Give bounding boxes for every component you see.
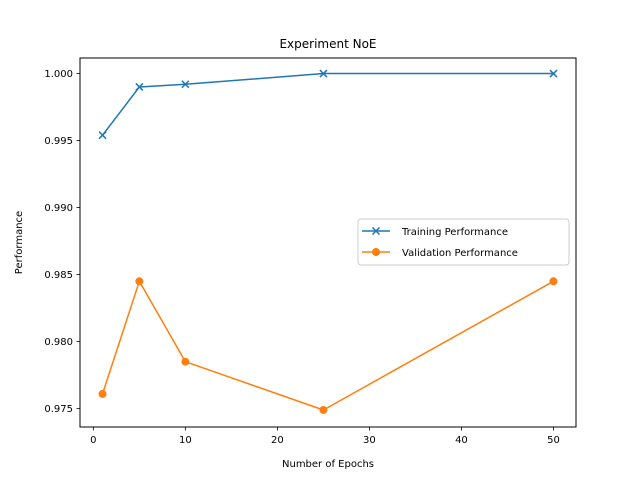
legend-box (357, 218, 570, 266)
legend-label-training: Training Performance (401, 227, 508, 238)
plot-frame (79, 57, 577, 428)
data-point-validation-performance (549, 277, 558, 286)
legend: Training Performance Validation Performa… (357, 218, 570, 266)
y-axis-ticks: 0.975 0.980 0.985 0.990 0.995 1.000 (44, 69, 80, 415)
data-point-training-performance (135, 82, 144, 91)
data-point-training-performance (181, 80, 190, 89)
series-layer (98, 69, 558, 414)
x-tick-label: 30 (363, 435, 376, 446)
x-axis-label: Number of Epochs (282, 459, 374, 470)
data-point-validation-performance (98, 389, 107, 398)
y-tick-label: 0.980 (44, 337, 73, 348)
data-point-validation-performance (319, 405, 328, 414)
data-point-validation-performance (135, 277, 144, 286)
x-tick-label: 40 (455, 435, 468, 446)
y-tick-label: 0.990 (44, 203, 73, 214)
y-tick-label: 0.975 (44, 404, 73, 415)
y-tick-label: 0.995 (44, 136, 73, 147)
y-tick-label: 0.985 (44, 270, 73, 281)
data-point-training-performance (549, 69, 558, 78)
x-tick-label: 50 (547, 435, 560, 446)
legend-label-validation: Validation Performance (402, 248, 518, 259)
data-point-training-performance (98, 131, 107, 140)
legend-marker-training (371, 226, 381, 236)
x-axis-ticks: 0 10 20 30 40 50 (90, 427, 560, 446)
data-point-training-performance (319, 69, 328, 78)
x-tick-label: 20 (271, 435, 284, 446)
chart-title: Experiment NoE (279, 37, 376, 51)
x-tick-label: 0 (90, 435, 96, 446)
legend-marker-validation (372, 248, 380, 256)
y-axis-label: Performance (14, 211, 25, 274)
y-tick-label: 1.000 (44, 69, 73, 80)
x-tick-label: 10 (179, 435, 192, 446)
data-point-validation-performance (181, 357, 190, 366)
